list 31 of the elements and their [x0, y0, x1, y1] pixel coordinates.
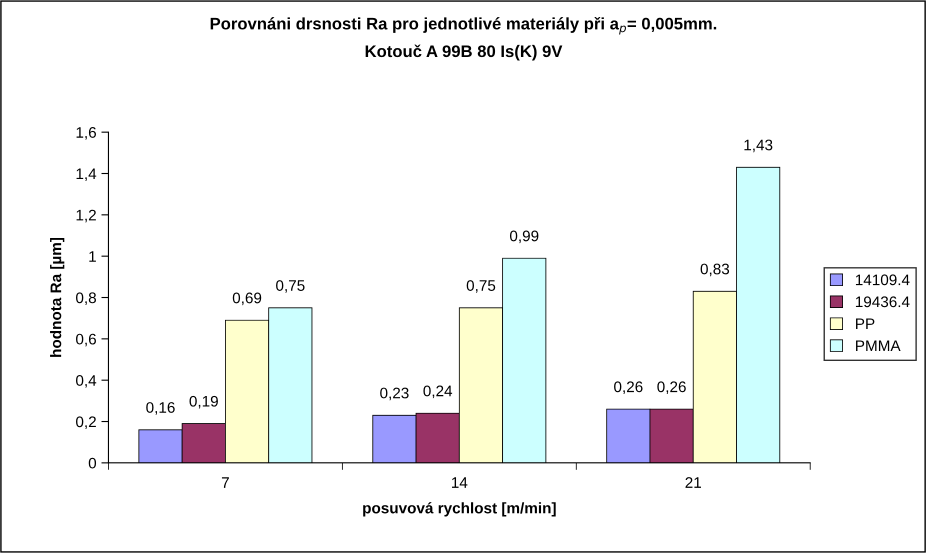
data-label: 0,75 [466, 280, 496, 293]
legend-label: 14109.4 [856, 274, 910, 286]
x-tick-label: 7 [222, 477, 229, 488]
y-tick-label: 0 [88, 458, 96, 469]
legend-label: 19436.4 [856, 296, 910, 308]
legend-label: PMMA [856, 340, 901, 351]
data-label: 0,19 [190, 396, 218, 408]
data-label: 0,83 [700, 264, 730, 276]
y-axis-title: hodnota Ra [µm] [50, 238, 64, 357]
y-tick-label: 1 [89, 251, 96, 262]
y-tick-label: 0,6 [76, 334, 96, 346]
y-tick-label: 1,6 [76, 127, 96, 140]
data-label: 0,16 [146, 402, 175, 415]
y-tick-label: 0,2 [76, 416, 96, 430]
y-tick-label: 1,4 [76, 168, 96, 181]
y-tick-label: 1,2 [76, 210, 96, 222]
x-tick-label: 21 [686, 477, 701, 488]
data-label: 0,69 [232, 292, 262, 306]
chart-title: Porovnáni drsnosti Ra pro jednotlivé materiály při a$_{p}$= 0,005mm. Kotouč A 99B 80 Is(K) 9V [210, 16, 716, 60]
legend-label: PP [856, 318, 874, 330]
y-tick-label: 0,8 [76, 292, 96, 306]
data-label: 0,26 [614, 381, 643, 394]
data-label: 0,99 [510, 230, 538, 244]
data-label: 1,43 [744, 140, 772, 152]
data-label: 0,24 [423, 386, 452, 398]
data-label: 0,23 [380, 388, 409, 400]
x-axis-title: posuvová rychlost [m/min] [363, 502, 556, 516]
x-tick-label: 14 [452, 477, 468, 488]
data-label: 0,75 [276, 280, 305, 293]
y-tick-label: 0,4 [76, 375, 96, 388]
data-label: 0,26 [657, 381, 686, 394]
